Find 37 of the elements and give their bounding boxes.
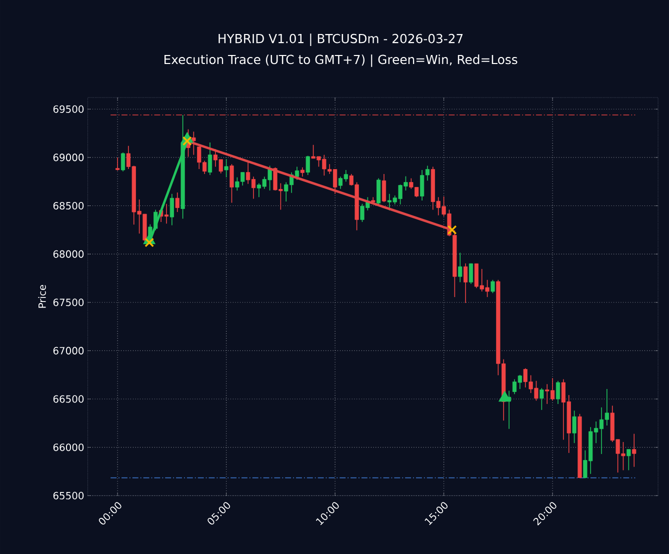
y-axis-title: Price [38, 284, 46, 308]
candlestick [175, 192, 180, 212]
y-tick-label: 67000 [53, 346, 84, 354]
candlestick [116, 156, 120, 171]
point [182, 136, 192, 146]
candlestick [468, 262, 474, 284]
candlestick [192, 131, 196, 156]
y-tick-label: 68000 [53, 250, 84, 258]
candlestick [230, 164, 234, 203]
candlestick [458, 252, 462, 282]
point [447, 224, 457, 234]
candlestick [464, 262, 468, 304]
candlestick [306, 155, 310, 176]
y-tick-label: 66000 [53, 443, 84, 451]
chart-title: HYBRID V1.01 | BTCUSDm - 2026-03-27 [218, 33, 463, 46]
candlestick [170, 193, 174, 226]
candlestick [632, 433, 636, 468]
candlestick [382, 173, 386, 202]
y-tick-label: 69500 [53, 105, 84, 113]
y-tick-label: 69000 [53, 154, 84, 162]
candlestick [556, 380, 560, 404]
candlestick [540, 388, 544, 410]
chart-subtitle: Execution Trace (UTC to GMT+7) | Green=Win, Red=Loss [164, 54, 518, 67]
y-tick-label: 66500 [53, 395, 84, 403]
point [144, 238, 154, 248]
candlestick [490, 279, 495, 294]
y-tick-label: 65500 [53, 492, 84, 500]
candlestick [626, 448, 631, 470]
candlestick [572, 410, 576, 444]
candlestick [120, 152, 126, 172]
y-tick-label: 68500 [53, 202, 84, 210]
point [499, 392, 510, 402]
candlestick [376, 178, 381, 205]
y-tick-label: 67500 [53, 298, 84, 306]
candlestick [224, 158, 228, 178]
candlestick [208, 142, 212, 176]
candlestick [300, 166, 304, 177]
